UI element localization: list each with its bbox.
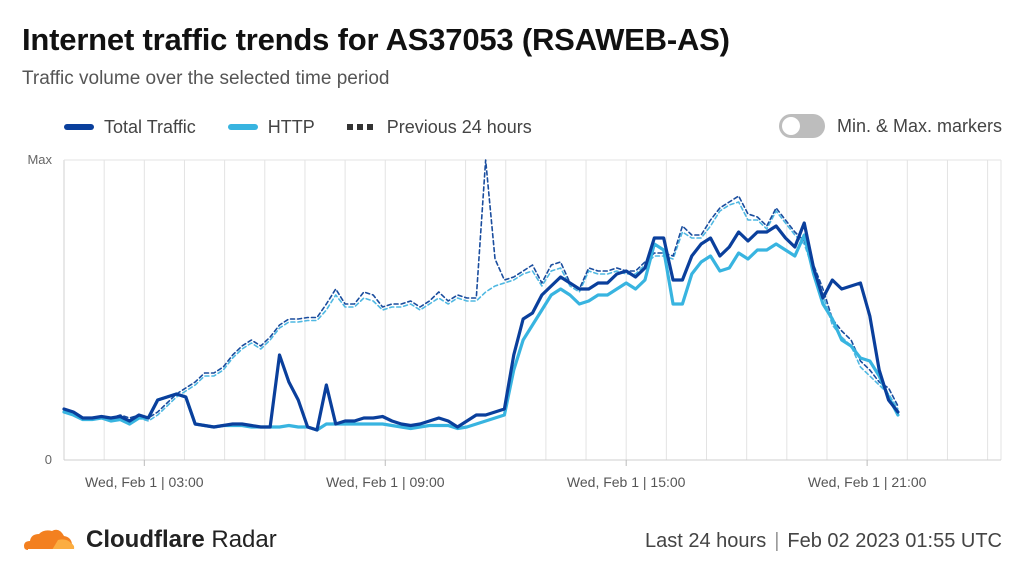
series-line-previous-total (63, 159, 899, 419)
brand-name-light: Radar (211, 526, 277, 553)
footer-time-info: Last 24 hours | Feb 02 2023 01:55 UTC (645, 530, 1002, 553)
legend-label-total: Total Traffic (104, 116, 196, 137)
last-updated-timestamp: Feb 02 2023 01:55 UTC (787, 530, 1002, 552)
chart-subtitle: Traffic volume over the selected time pe… (22, 68, 390, 89)
legend-swatch-http (227, 124, 258, 130)
time-range-label: Last 24 hours (645, 530, 767, 552)
brand-name-bold: Cloudflare (86, 526, 205, 553)
x-tick-label: Wed, Feb 1 | 15:00 (567, 474, 686, 490)
min-max-toggle[interactable] (778, 114, 825, 138)
cloudflare-cloud-icon (24, 529, 75, 551)
chart-legend: Total Traffic HTTP Previous 24 hours (64, 116, 564, 138)
toggle-knob (781, 117, 800, 135)
series-line-previous-http (63, 201, 899, 422)
cloudflare-radar-logo[interactable]: Cloudflare Radar (22, 526, 277, 554)
x-tick-label: Wed, Feb 1 | 21:00 (808, 474, 927, 490)
chart-title: Internet traffic trends for AS37053 (RSA… (22, 22, 730, 57)
legend-item-total[interactable]: Total Traffic (64, 117, 196, 138)
legend-label-http: HTTP (267, 116, 315, 137)
brand-name: Cloudflare Radar (86, 526, 277, 554)
legend-swatch-previous (346, 124, 377, 130)
min-max-markers-control: Min. & Max. markers (778, 114, 1002, 138)
y-tick-label-max: Max (27, 152, 52, 167)
legend-item-http[interactable]: HTTP (227, 116, 315, 138)
x-tick-label: Wed, Feb 1 | 03:00 (85, 474, 204, 490)
legend-swatch-total (64, 124, 94, 130)
y-tick-label-zero: 0 (45, 452, 52, 467)
legend-item-previous[interactable]: Previous 24 hours (346, 116, 532, 138)
min-max-toggle-label: Min. & Max. markers (836, 115, 1002, 136)
x-tick-label: Wed, Feb 1 | 09:00 (326, 474, 445, 490)
series-line-total (62, 221, 900, 432)
footer-separator: | (774, 530, 780, 552)
series-line-http (62, 233, 900, 432)
legend-label-previous: Previous 24 hours (386, 116, 532, 137)
